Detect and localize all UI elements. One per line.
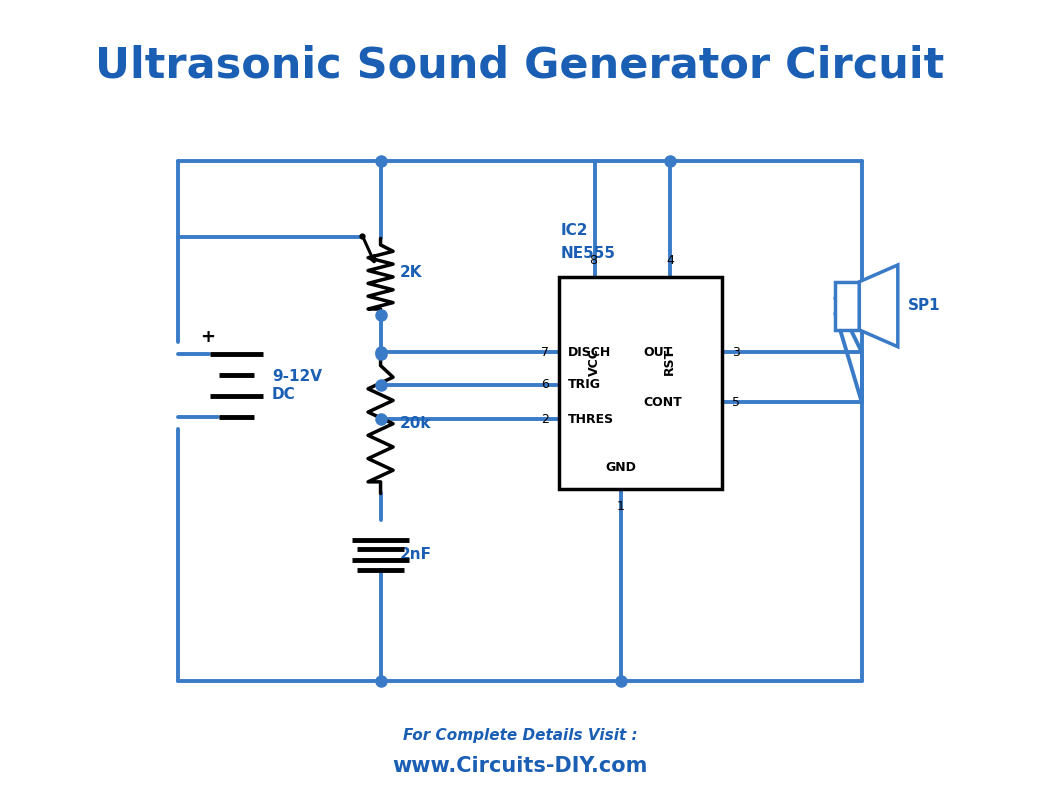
Text: +: +: [200, 328, 215, 345]
Text: 2: 2: [541, 413, 549, 426]
Text: 7: 7: [541, 345, 549, 358]
Text: IC2: IC2: [560, 224, 588, 238]
Text: 6: 6: [541, 378, 549, 391]
Text: SP1: SP1: [907, 299, 940, 313]
Text: 8: 8: [588, 254, 597, 267]
Text: THRES: THRES: [568, 413, 614, 426]
Text: 5: 5: [732, 395, 740, 408]
Polygon shape: [859, 265, 898, 347]
Bar: [835, 282, 859, 330]
Text: For Complete Details Visit :: For Complete Details Visit :: [402, 729, 637, 743]
Text: www.Circuits-DIY.com: www.Circuits-DIY.com: [393, 756, 648, 776]
Text: RST: RST: [664, 348, 676, 375]
Text: 4: 4: [666, 254, 674, 267]
Text: 3: 3: [732, 345, 740, 358]
Bar: [559, 277, 722, 489]
Text: GND: GND: [605, 461, 636, 474]
Text: Ultrasonic Sound Generator Circuit: Ultrasonic Sound Generator Circuit: [95, 44, 945, 86]
Text: VCC: VCC: [588, 348, 601, 375]
Text: 2nF: 2nF: [400, 547, 432, 562]
Text: TRIG: TRIG: [568, 378, 601, 391]
Text: 2K: 2K: [400, 265, 422, 280]
Text: 20k: 20k: [400, 416, 432, 431]
Text: DISCH: DISCH: [568, 345, 611, 358]
Text: 1: 1: [617, 500, 625, 513]
Text: OUT: OUT: [644, 345, 673, 358]
Text: NE555: NE555: [560, 246, 616, 261]
Text: 9-12V
DC: 9-12V DC: [272, 369, 322, 403]
Text: CONT: CONT: [644, 395, 682, 408]
